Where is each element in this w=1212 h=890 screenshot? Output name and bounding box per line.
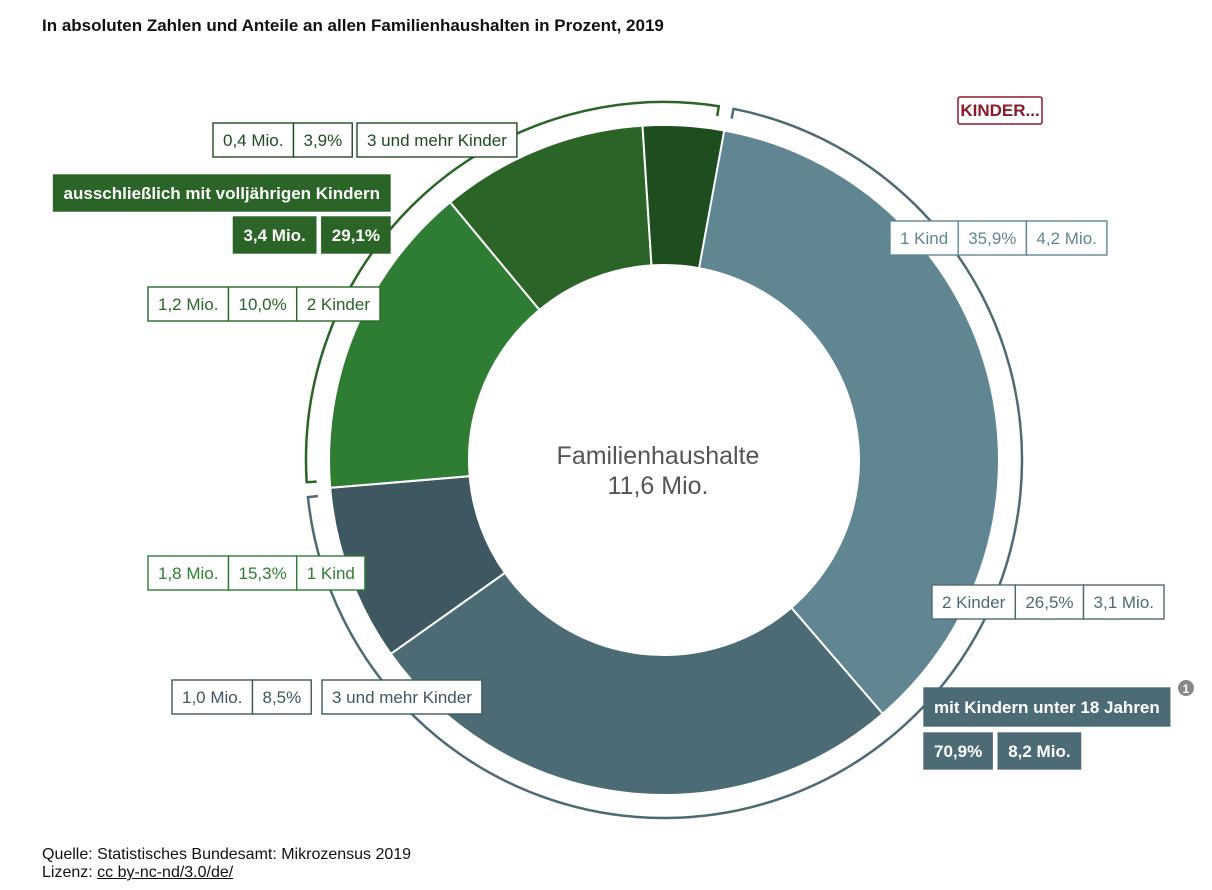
- slice-5-value-box: [212, 122, 295, 158]
- kinder-button[interactable]: KINDER...: [957, 96, 1043, 125]
- slice-2-label-box: [321, 679, 483, 715]
- slice-0-label-box: [889, 220, 959, 256]
- slice-5-percent: 3,9%: [303, 131, 342, 150]
- label-row-slice-5-values: 0,4 Mio. 3,9%: [212, 122, 353, 158]
- donut-slice-0[interactable]: [696, 128, 1000, 716]
- slice-2-percent-box: [251, 679, 312, 715]
- slice-2-percent: 8,5%: [262, 688, 301, 707]
- group-1-percent: 29,1%: [332, 226, 380, 245]
- slice-0-percent: 35,9%: [968, 229, 1016, 248]
- group-0-percent-box: [923, 732, 993, 770]
- footer: Quelle: Statistisches Bundesamt: Mikroze…: [42, 846, 411, 882]
- slice-1-label: 2 Kinder: [942, 593, 1006, 612]
- slice-5-label: 3 und mehr Kinder: [367, 131, 507, 150]
- donut-chart: Familienhaushalte 11,6 Mio. 1 Kind 35,9% 4…: [52, 96, 1194, 820]
- slice-3-label-box: [295, 555, 366, 591]
- group-0-value: 8,2 Mio.: [1008, 742, 1070, 761]
- group-bracket-1: [304, 100, 721, 484]
- donut-slice-5[interactable]: [641, 124, 726, 270]
- chart-subtitle: In absoluten Zahlen und Anteile an allen…: [42, 16, 664, 35]
- slice-2-label: 3 und mehr Kinder: [332, 688, 472, 707]
- label-row-slice-2-values: 1,0 Mio. 8,5%: [171, 679, 312, 715]
- donut-slice-3[interactable]: [328, 200, 541, 489]
- slice-2-value: 1,0 Mio.: [182, 688, 242, 707]
- label-row-slice-1: 2 Kinder 26,5% 3,1 Mio.: [931, 584, 1165, 620]
- label-row-slice-2-label: 3 und mehr Kinder: [321, 679, 483, 715]
- group-0-percent: 70,9%: [934, 742, 982, 761]
- source-text: Quelle: Statistisches Bundesamt: Mikroze…: [42, 846, 412, 863]
- slice-5-value: 0,4 Mio.: [223, 131, 283, 150]
- label-row-group-1-values: 3,4 Mio. 29,1%: [232, 216, 391, 254]
- slice-0-value-box: [1025, 220, 1108, 256]
- slice-1-label-box: [931, 584, 1017, 620]
- label-row-slice-5-label: 3 und mehr Kinder: [356, 122, 518, 158]
- footnote-number: 1: [1183, 682, 1190, 696]
- slice-4-label-box: [295, 286, 381, 322]
- center-label-total: 11,6 Mio.: [608, 472, 709, 500]
- kinder-button-label: KINDER...: [960, 101, 1039, 120]
- group-0-value-box: [997, 732, 1082, 770]
- label-row-slice-3: 1,8 Mio. 15,3% 1 Kind: [147, 555, 366, 591]
- group-0-label: mit Kindern unter 18 Jahren: [934, 698, 1160, 717]
- slice-1-percent: 26,5%: [1025, 593, 1073, 612]
- slice-4-value: 1,2 Mio.: [158, 295, 218, 314]
- slice-3-label: 1 Kind: [307, 564, 355, 583]
- label-row-group-0: mit Kindern unter 18 Jahren: [923, 687, 1171, 727]
- group-1-value-box: [232, 216, 317, 254]
- group-1-label: ausschließlich mit volljährigen Kindern: [64, 184, 380, 203]
- group-0-label-box: [923, 687, 1171, 727]
- label-row-slice-4: 1,2 Mio. 10,0% 2 Kinder: [147, 286, 381, 322]
- slice-5-label-box: [356, 122, 518, 158]
- slice-4-value-box: [147, 286, 230, 322]
- group-1-value: 3,4 Mio.: [243, 226, 305, 245]
- center-label-title: Familienhaushalte: [557, 442, 760, 470]
- slice-2-value-box: [171, 679, 254, 715]
- slice-3-percent: 15,3%: [238, 564, 286, 583]
- license-prefix: Lizenz:: [42, 864, 98, 881]
- label-row-group-0-values: 70,9% 8,2 Mio.: [923, 732, 1082, 770]
- slice-4-label: 2 Kinder: [307, 295, 371, 314]
- footnote-badge[interactable]: 1: [1178, 680, 1194, 696]
- label-row-group-1: ausschließlich mit volljährigen Kindern: [52, 174, 391, 212]
- label-row-slice-0: 1 Kind 35,9% 4,2 Mio.: [889, 220, 1108, 256]
- group-1-label-box: [52, 174, 391, 212]
- slice-0-value: 4,2 Mio.: [1036, 229, 1096, 248]
- license-line: Lizenz: cc by-nc-nd/3.0/de/: [42, 864, 411, 882]
- slice-1-value: 3,1 Mio.: [1094, 593, 1154, 612]
- slice-5-percent-box: [292, 122, 353, 158]
- slice-1-percent-box: [1014, 584, 1085, 620]
- license-link[interactable]: cc by-nc-nd/3.0/de/: [97, 864, 234, 881]
- slice-0-label: 1 Kind: [900, 229, 948, 248]
- slice-4-percent: 10,0%: [238, 295, 286, 314]
- group-1-percent-box: [321, 216, 391, 254]
- slice-1-value-box: [1082, 584, 1165, 620]
- slice-3-value: 1,8 Mio.: [158, 564, 218, 583]
